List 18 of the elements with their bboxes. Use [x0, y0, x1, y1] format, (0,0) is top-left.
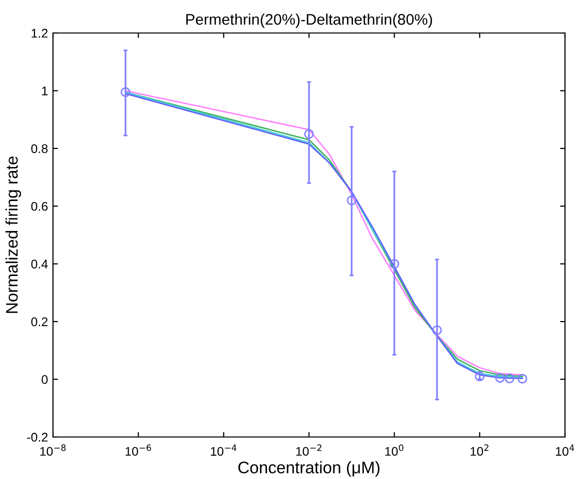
chart-title: Permethrin(20%)-Deltamethrin(80%)	[186, 14, 432, 28]
x-tick-label: 10$^{−6}$	[126, 444, 152, 456]
y-tick-label: 0.8	[31, 144, 48, 154]
x-tick-label: 10$^{−4}$	[210, 444, 236, 456]
y-tick-label: 0	[42, 375, 48, 384]
x-tick-label: 10$^{−8}$	[40, 444, 66, 456]
x-tick-label: 10$^{−2}$	[296, 444, 322, 456]
x-tick-label: 10$^{0}$	[385, 444, 404, 456]
y-tick-label: 1	[42, 86, 48, 96]
y-axis-title: Normalized firing rate	[6, 156, 22, 313]
y-tick-label: 0.4	[31, 260, 48, 269]
x-axis-title: Concentration (μM)	[238, 461, 380, 477]
y-tick-label: 1.2	[32, 28, 48, 38]
x-tick-label: 10$^{2}$	[470, 444, 488, 456]
y-tick-label: 0.2	[31, 317, 48, 326]
y-tick-label: 0.6	[31, 202, 48, 211]
y-tick-label: -0.2	[27, 432, 48, 442]
x-tick-label: 10$^{4}$	[556, 444, 574, 456]
